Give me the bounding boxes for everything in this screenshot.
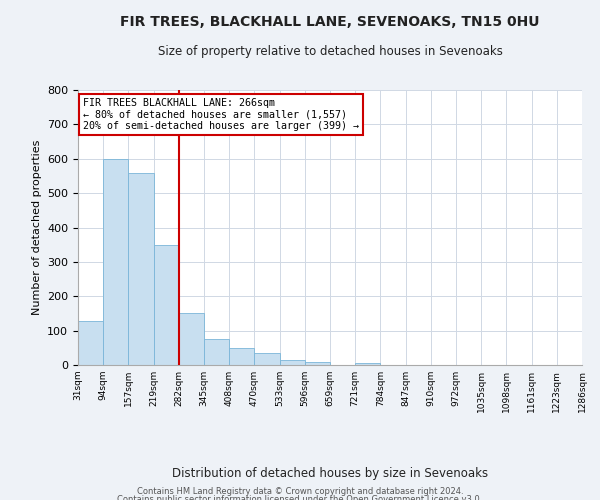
Bar [179,314,204,365]
Bar [204,339,229,365]
Bar [128,172,154,365]
Bar [254,353,280,365]
Text: FIR TREES, BLACKHALL LANE, SEVENOAKS, TN15 0HU: FIR TREES, BLACKHALL LANE, SEVENOAKS, TN… [120,15,540,29]
Y-axis label: Number of detached properties: Number of detached properties [32,140,41,315]
Text: Distribution of detached houses by size in Sevenoaks: Distribution of detached houses by size … [172,467,488,480]
Text: FIR TREES BLACKHALL LANE: 266sqm
← 80% of detached houses are smaller (1,557)
20: FIR TREES BLACKHALL LANE: 266sqm ← 80% o… [83,98,359,132]
Bar [229,348,254,365]
Bar [280,360,305,365]
Bar [103,159,128,365]
Text: Contains HM Land Registry data © Crown copyright and database right 2024.: Contains HM Land Registry data © Crown c… [137,488,463,496]
Bar [305,362,330,365]
Bar [355,364,380,365]
Text: Size of property relative to detached houses in Sevenoaks: Size of property relative to detached ho… [158,45,502,58]
Bar [78,321,103,365]
Bar [154,244,179,365]
Text: Contains public sector information licensed under the Open Government Licence v3: Contains public sector information licen… [118,495,482,500]
